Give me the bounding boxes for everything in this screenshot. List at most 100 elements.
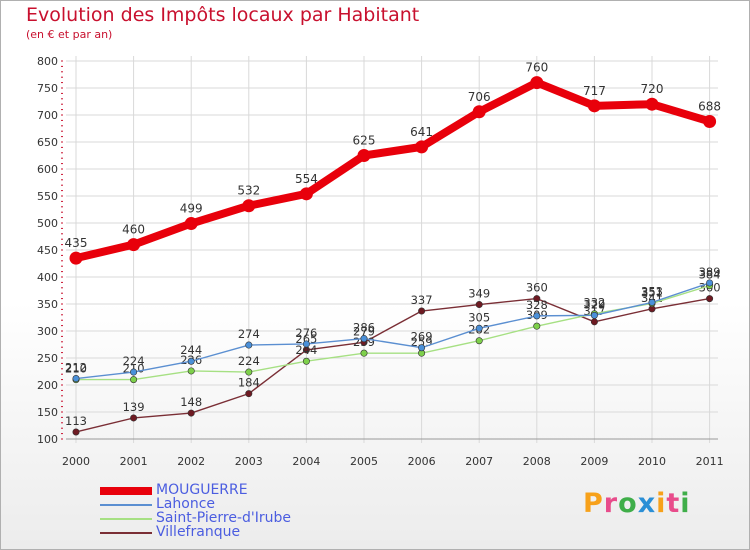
data-label-1: 305 [468, 310, 490, 324]
data-label-0: 720 [641, 82, 664, 96]
series-point-1 [72, 375, 80, 383]
series-point-0 [184, 217, 198, 231]
chart-subtitle: (en € et par an) [26, 28, 113, 41]
series-point-2 [130, 376, 138, 384]
data-label-0: 706 [468, 90, 491, 104]
series-point-1 [590, 311, 598, 319]
data-label-3: 148 [180, 395, 202, 409]
logo-letter: P [583, 488, 604, 519]
data-label-0: 688 [698, 99, 721, 113]
legend-label-mouguerre: MOUGUERRE [156, 482, 248, 498]
y-tick-label: 200 [37, 379, 58, 392]
series-point-0 [587, 99, 601, 113]
series-point-1 [360, 335, 368, 343]
data-label-0: 717 [583, 84, 606, 98]
data-label-0: 554 [295, 172, 318, 186]
data-label-2: 384 [699, 268, 721, 282]
data-label-0: 625 [353, 134, 376, 148]
data-label-2: 224 [238, 354, 260, 368]
series-point-3 [418, 307, 426, 315]
y-tick-label: 800 [37, 55, 58, 68]
data-label-3: 337 [411, 293, 433, 307]
series-point-3 [245, 390, 253, 398]
series-point-3 [475, 301, 483, 309]
data-label-0: 760 [525, 61, 548, 75]
series-point-0 [242, 199, 256, 213]
data-label-3: 360 [526, 281, 548, 295]
logo-letter: x [637, 488, 657, 519]
data-label-0: 499 [180, 202, 203, 216]
data-label-2: 210 [65, 362, 87, 376]
legend-swatch-villefranque [100, 532, 152, 534]
logo-letter: i [680, 488, 691, 519]
data-label-1: 329 [583, 297, 605, 311]
x-tick-label: 2003 [235, 455, 263, 468]
series-point-1 [130, 368, 138, 376]
y-tick-label: 450 [37, 244, 58, 257]
x-tick-label: 2002 [177, 455, 205, 468]
data-label-3: 184 [238, 376, 260, 390]
y-tick-label: 350 [37, 298, 58, 311]
series-point-2 [533, 322, 541, 330]
y-tick-label: 250 [37, 352, 58, 365]
series-point-0 [472, 105, 486, 119]
data-label-3: 349 [468, 287, 490, 301]
series-point-3 [130, 414, 138, 422]
y-tick-label: 300 [37, 325, 58, 338]
legend-label-villefranque: Villefranque [156, 524, 241, 540]
x-tick-label: 2007 [465, 455, 493, 468]
x-tick-label: 2006 [408, 455, 436, 468]
data-label-1: 353 [641, 284, 663, 298]
logo-letter: i [656, 488, 667, 519]
series-point-1 [245, 341, 253, 349]
data-label-0: 460 [122, 223, 145, 237]
data-label-1: 276 [295, 326, 317, 340]
legend-swatch-mouguerre [100, 487, 152, 495]
data-label-3: 113 [65, 414, 87, 428]
data-label-1: 286 [353, 321, 375, 335]
series-point-2 [302, 357, 310, 365]
y-tick-label: 750 [37, 82, 58, 95]
x-tick-label: 2009 [580, 455, 608, 468]
y-tick-label: 150 [37, 406, 58, 419]
series-point-1 [187, 357, 195, 365]
series-point-3 [590, 318, 598, 326]
logo-letter: t [666, 488, 681, 519]
x-tick-label: 2000 [62, 455, 90, 468]
series-point-1 [418, 344, 426, 352]
y-tick-label: 650 [37, 136, 58, 149]
series-line-0 [72, 78, 714, 263]
series-line-1 [75, 282, 711, 380]
y-tick-label: 600 [37, 163, 58, 176]
chart-title: Evolution des Impôts locaux par Habitant [26, 4, 420, 26]
legend-swatch-saint-pierre-d-irube [100, 518, 152, 520]
logo-letter: o [618, 488, 638, 519]
data-label-2: 332 [583, 296, 605, 310]
series-line-2 [75, 284, 711, 381]
series-point-3 [533, 295, 541, 303]
series-point-2 [245, 368, 253, 376]
series-point-2 [475, 337, 483, 345]
series-point-0 [415, 140, 429, 154]
data-label-2: 351 [641, 285, 663, 299]
series-point-0 [127, 238, 141, 252]
x-tick-label: 2011 [696, 455, 724, 468]
data-label-1: 274 [238, 327, 260, 341]
legend-label-lahonce: Lahonce [156, 496, 216, 512]
x-tick-label: 2010 [638, 455, 666, 468]
series-point-0 [357, 149, 371, 162]
x-tick-label: 2004 [292, 455, 320, 468]
data-label-3: 139 [123, 400, 145, 414]
y-tick-label: 550 [37, 190, 58, 203]
data-label-0: 532 [237, 184, 260, 198]
series-point-3 [72, 428, 80, 436]
data-label-3: 265 [295, 332, 317, 346]
y-tick-label: 100 [37, 433, 58, 446]
series-point-1 [302, 340, 310, 348]
series-point-2 [360, 349, 368, 357]
data-label-0: 435 [65, 236, 88, 250]
x-tick-label: 2008 [523, 455, 551, 468]
x-tick-label: 2001 [120, 455, 148, 468]
